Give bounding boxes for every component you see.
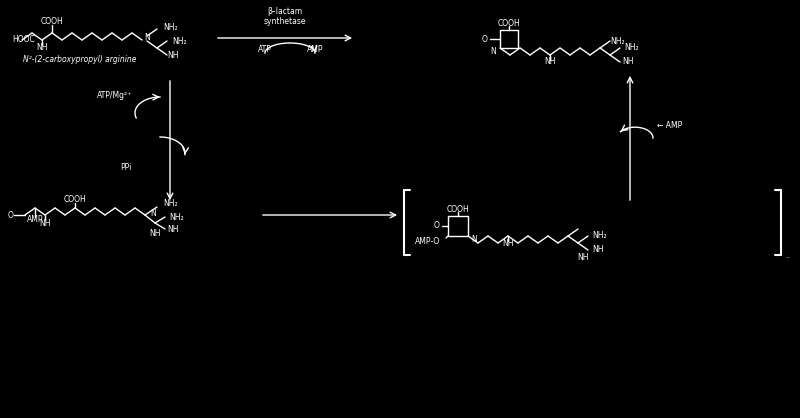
Text: β–lactam
synthetase: β–lactam synthetase xyxy=(264,7,306,26)
Text: ATP/Mg²⁺: ATP/Mg²⁺ xyxy=(97,91,132,99)
Text: ← AMP: ← AMP xyxy=(657,122,682,130)
Text: NH: NH xyxy=(36,43,48,53)
Text: AMP-O: AMP-O xyxy=(414,237,440,245)
Text: NH₂: NH₂ xyxy=(610,36,625,46)
Text: NH₂: NH₂ xyxy=(169,212,184,222)
Text: COOH: COOH xyxy=(41,18,63,26)
Text: N: N xyxy=(144,33,150,43)
Text: NH: NH xyxy=(502,239,514,247)
Text: AMP: AMP xyxy=(26,216,43,224)
Text: NH₂: NH₂ xyxy=(163,23,178,31)
Text: NH₂: NH₂ xyxy=(592,230,606,240)
Text: PPi: PPi xyxy=(121,163,132,173)
Text: COOH: COOH xyxy=(498,18,520,28)
Text: NH: NH xyxy=(544,58,556,66)
Text: HOOC: HOOC xyxy=(12,36,34,44)
Text: N: N xyxy=(490,46,496,56)
Text: O: O xyxy=(8,211,14,219)
Text: N: N xyxy=(471,234,477,244)
Text: O: O xyxy=(482,35,488,43)
Text: ATP: ATP xyxy=(258,46,272,54)
Text: AMP: AMP xyxy=(306,46,323,54)
Text: NH: NH xyxy=(39,219,50,227)
Text: NH: NH xyxy=(578,252,589,262)
Text: N²-(2-carboxypropyl) arginine: N²-(2-carboxypropyl) arginine xyxy=(23,56,137,64)
Text: COOH: COOH xyxy=(64,194,86,204)
Text: NH: NH xyxy=(167,51,178,61)
Text: COOH: COOH xyxy=(446,204,470,214)
Text: NH: NH xyxy=(592,245,603,255)
Text: NH: NH xyxy=(622,58,634,66)
Text: NH: NH xyxy=(167,224,178,234)
Text: NH₂: NH₂ xyxy=(163,199,178,209)
Text: NH: NH xyxy=(150,229,161,239)
Text: N: N xyxy=(150,209,156,217)
Text: ⁻: ⁻ xyxy=(785,255,790,263)
Text: NH₂: NH₂ xyxy=(172,36,186,46)
Text: NH₂: NH₂ xyxy=(624,43,638,53)
Text: O: O xyxy=(434,222,440,230)
